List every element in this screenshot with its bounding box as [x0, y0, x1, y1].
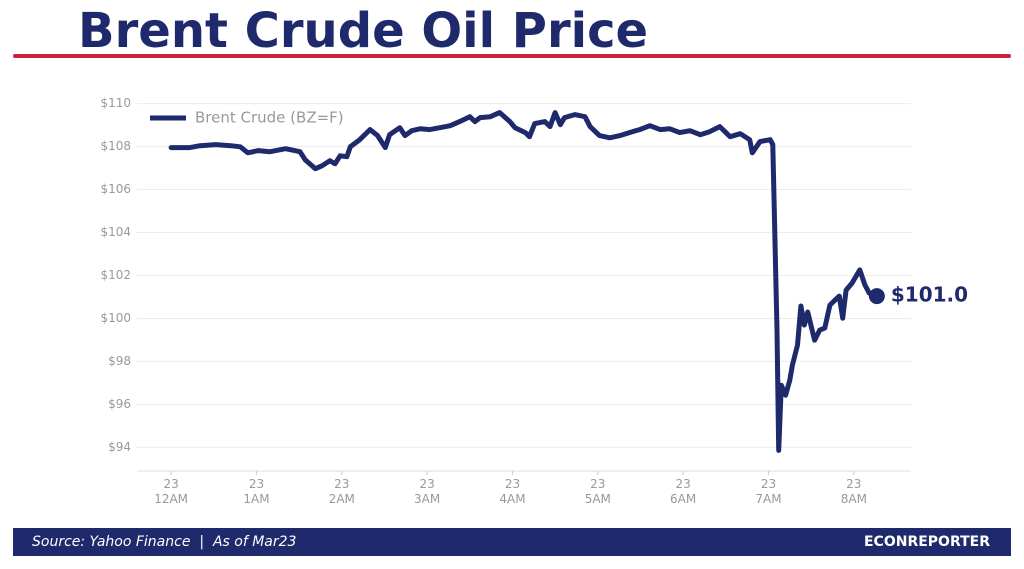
- x-tick-label: 23 12AM: [154, 477, 188, 506]
- footer-bar: [13, 528, 1011, 556]
- chart-title: Brent Crude Oil Price: [78, 3, 648, 59]
- y-tick-label: $96: [108, 397, 131, 411]
- y-tick-label: $108: [100, 139, 131, 153]
- x-tick-label: 23 6AM: [670, 477, 696, 506]
- x-tick-label: 23 3AM: [414, 477, 440, 506]
- end-dot: [868, 288, 885, 305]
- y-tick-label: $104: [100, 225, 131, 239]
- y-tick-label: $102: [100, 268, 131, 282]
- x-tick-label: 23 8AM: [841, 477, 867, 506]
- x-tick-label: 23 2AM: [329, 477, 355, 506]
- y-tick-label: $110: [100, 96, 131, 110]
- source: Source: Yahoo Finance | As of Mar23: [32, 534, 296, 550]
- y-tick-label: $94: [108, 440, 131, 454]
- brand: ECONREPORTER: [864, 534, 990, 550]
- y-tick-label: $106: [100, 182, 131, 196]
- x-tick-label: 23 7AM: [755, 477, 781, 506]
- x-tick-label: 23 4AM: [499, 477, 525, 506]
- price-line: [168, 110, 880, 453]
- y-tick-label: $100: [100, 311, 131, 325]
- x-tick-label: 23 5AM: [585, 477, 611, 506]
- legend-label: Brent Crude (BZ=F): [195, 109, 344, 127]
- y-tick-label: $98: [108, 354, 131, 368]
- end-label: $101.0: [891, 283, 968, 307]
- title-rule: [13, 54, 1011, 58]
- x-tick-label: 23 1AM: [243, 477, 269, 506]
